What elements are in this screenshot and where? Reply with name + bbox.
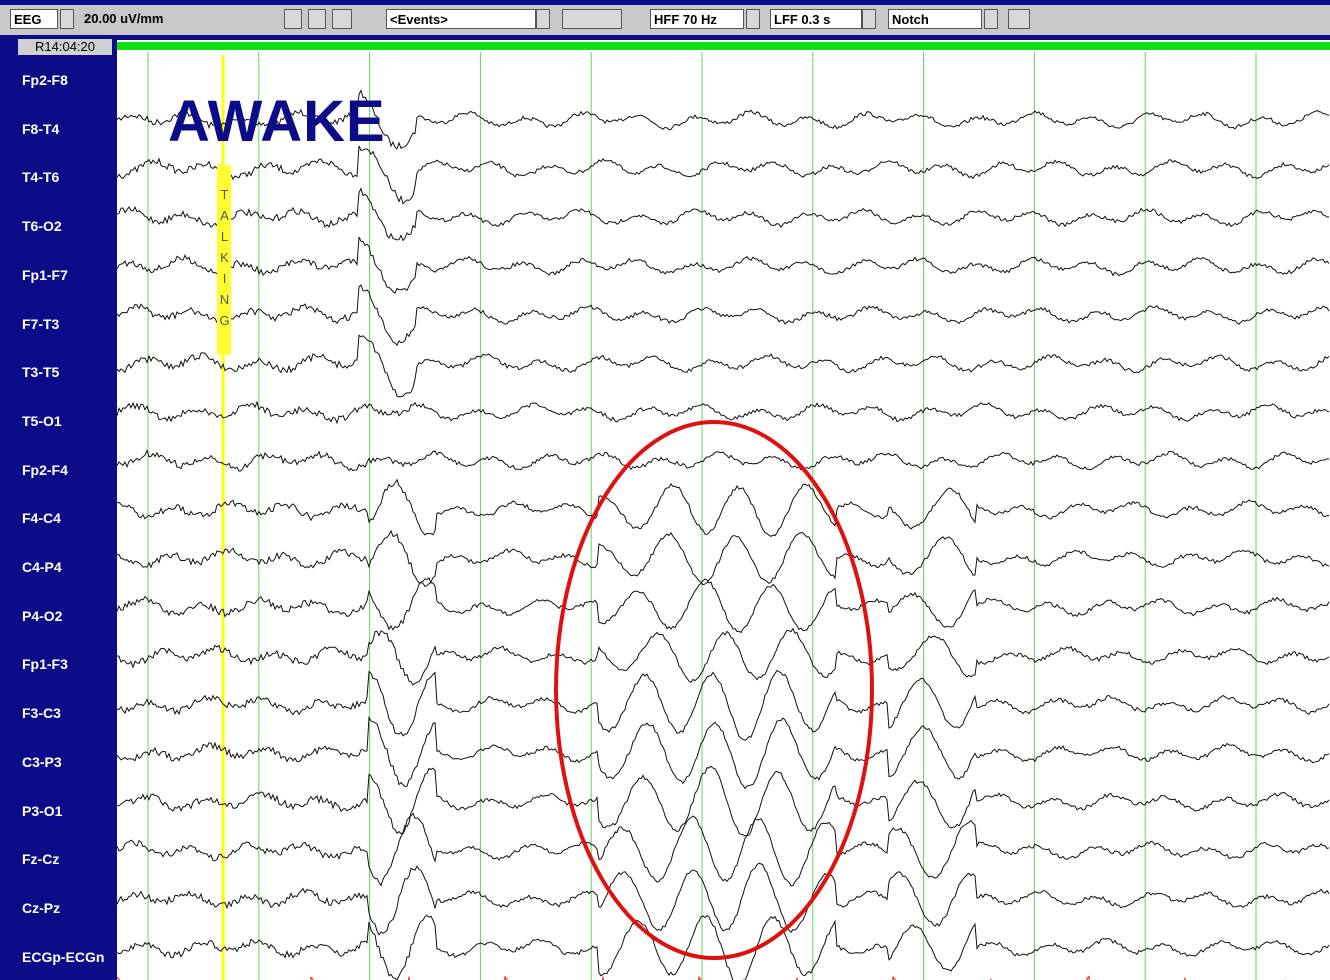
event-annotation: TALKING xyxy=(217,165,232,355)
traces xyxy=(117,88,1330,980)
channel-label: T5-O1 xyxy=(22,412,62,429)
eeg-trace xyxy=(117,715,1330,790)
state-annotation: AWAKE xyxy=(168,89,386,154)
second-lines xyxy=(147,52,1257,980)
channel-label: Fz-Cz xyxy=(22,851,60,868)
notch-select[interactable]: Notch xyxy=(888,9,982,29)
eeg-trace xyxy=(117,627,1330,686)
channel-label: Fp2-F8 xyxy=(22,72,68,88)
toolbar: EEG 20.00 uV/mm <Events> HFF 70 Hz LFF 0… xyxy=(0,5,1330,35)
channel-label: C4-P4 xyxy=(22,559,62,575)
channel-label: T3-T5 xyxy=(22,364,60,381)
events-select[interactable]: <Events> xyxy=(386,9,536,29)
channel-label: F8-T4 xyxy=(22,120,60,137)
lff-select[interactable]: LFF 0.3 s xyxy=(770,9,862,29)
eeg-trace xyxy=(117,334,1330,398)
channel-label: Fp1-F7 xyxy=(22,266,68,283)
eeg-trace xyxy=(117,449,1330,472)
eeg-trace xyxy=(117,765,1330,837)
channel-label: F3-C3 xyxy=(22,705,61,722)
eeg-trace xyxy=(117,478,1329,537)
channel-label: P3-O1 xyxy=(22,802,63,819)
channel-label: Fp2-F4 xyxy=(22,461,68,478)
eeg-trace xyxy=(117,669,1330,741)
dropdown-button[interactable] xyxy=(984,9,998,29)
channel-label: ECGp-ECGn xyxy=(22,948,105,965)
dropdown-button[interactable] xyxy=(536,9,550,29)
channel-label: T6-O2 xyxy=(22,218,62,235)
time-label: R14:04:20 xyxy=(18,39,112,55)
eeg-trace xyxy=(117,145,1330,205)
channel-label: C3-P3 xyxy=(22,753,62,770)
trace-area xyxy=(117,40,1330,980)
hff-select[interactable]: HFF 70 Hz xyxy=(650,9,744,29)
tool-button[interactable] xyxy=(284,9,302,29)
channel-label: F7-T3 xyxy=(22,315,60,332)
tool-button[interactable] xyxy=(308,9,326,29)
background xyxy=(117,40,1330,980)
tool-button[interactable] xyxy=(332,9,352,29)
eeg-trace xyxy=(117,812,1330,887)
channel-label: Cz-Pz xyxy=(22,899,61,916)
eeg-trace xyxy=(117,187,1330,242)
dropdown-button[interactable] xyxy=(746,9,760,29)
highlight-ellipse xyxy=(554,420,874,960)
channel-label: T4-T6 xyxy=(22,169,60,186)
eeg-trace xyxy=(117,400,1330,425)
eeg-trace xyxy=(117,236,1330,294)
eeg-trace xyxy=(117,529,1330,588)
eeg-trace xyxy=(117,576,1330,634)
eeg-trace xyxy=(117,914,1330,980)
page-bar xyxy=(117,42,1330,50)
eeg-trace xyxy=(117,284,1330,347)
channel-label: P4-O2 xyxy=(22,607,63,624)
channel-label: Fp1-F3 xyxy=(22,656,68,673)
sensitivity[interactable]: 20.00 uV/mm xyxy=(84,11,164,26)
channel-label: F4-C4 xyxy=(22,510,61,527)
montage-select[interactable]: EEG xyxy=(10,9,58,29)
eeg-trace xyxy=(117,88,1330,150)
tool-buttons[interactable] xyxy=(562,9,622,29)
dropdown-button[interactable] xyxy=(862,9,876,29)
eeg-trace xyxy=(117,862,1330,936)
tool-button[interactable] xyxy=(1008,9,1030,29)
dropdown-button[interactable] xyxy=(60,9,74,29)
